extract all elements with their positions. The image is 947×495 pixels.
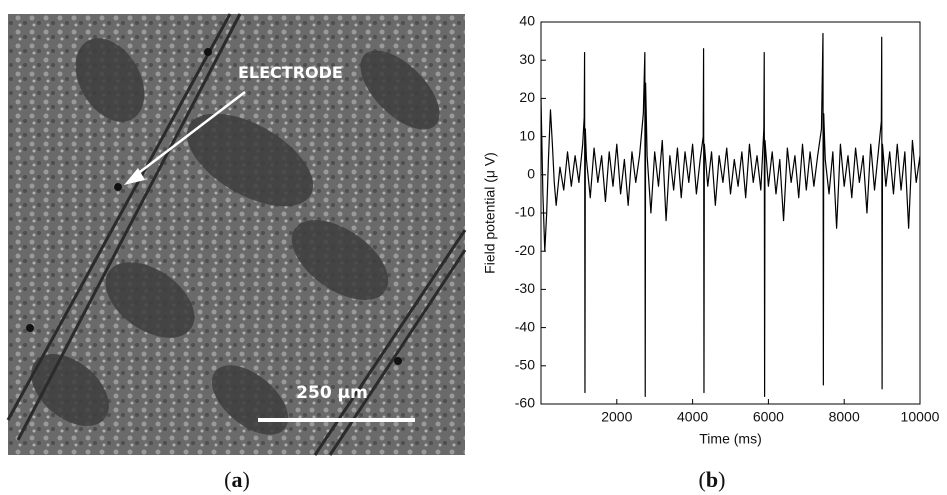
x-tick-label: 10000 — [901, 409, 940, 425]
y-tick-label: -60 — [515, 395, 535, 411]
micrograph: ELECTRODE 250 µm — [6, 13, 467, 456]
caption-open: ( — [699, 467, 706, 492]
y-tick-label: -50 — [515, 357, 535, 373]
y-axis-label: Field potential (μ V) — [482, 152, 498, 274]
signal-line — [540, 32, 921, 397]
x-tick-label: 8000 — [829, 409, 860, 425]
x-axis-label: Time (ms) — [699, 431, 761, 447]
caption-a: (a) — [224, 467, 250, 492]
y-tick-label: -30 — [515, 280, 535, 296]
x-tick-label: 2000 — [601, 409, 632, 425]
caption-letter: a — [232, 467, 243, 492]
y-tick-label: 30 — [519, 51, 535, 67]
plot-frame — [540, 21, 921, 405]
caption-b: (b) — [699, 467, 726, 492]
caption-close: ) — [243, 467, 250, 492]
electrode-label: ELECTRODE — [238, 63, 343, 82]
caption-letter: b — [706, 467, 718, 492]
y-tick-label: -10 — [515, 204, 535, 220]
caption-open: ( — [224, 467, 231, 492]
caption-close: ) — [718, 467, 725, 492]
y-tick-label: 40 — [519, 13, 535, 29]
y-tick-label: -40 — [515, 318, 535, 334]
y-tick-label: 10 — [519, 127, 535, 143]
x-tick-label: 6000 — [753, 409, 784, 425]
x-tick-label: 4000 — [677, 409, 708, 425]
line-chart: -60 -50 -40 -30 -20 -10 0 10 20 30 40 2000 4000 6000 8… — [482, 13, 940, 447]
scale-bar-label: 250 µm — [296, 383, 368, 403]
y-tick-label: 0 — [527, 166, 535, 182]
y-tick-label: 20 — [519, 89, 535, 105]
y-tick-label: -20 — [515, 242, 535, 258]
